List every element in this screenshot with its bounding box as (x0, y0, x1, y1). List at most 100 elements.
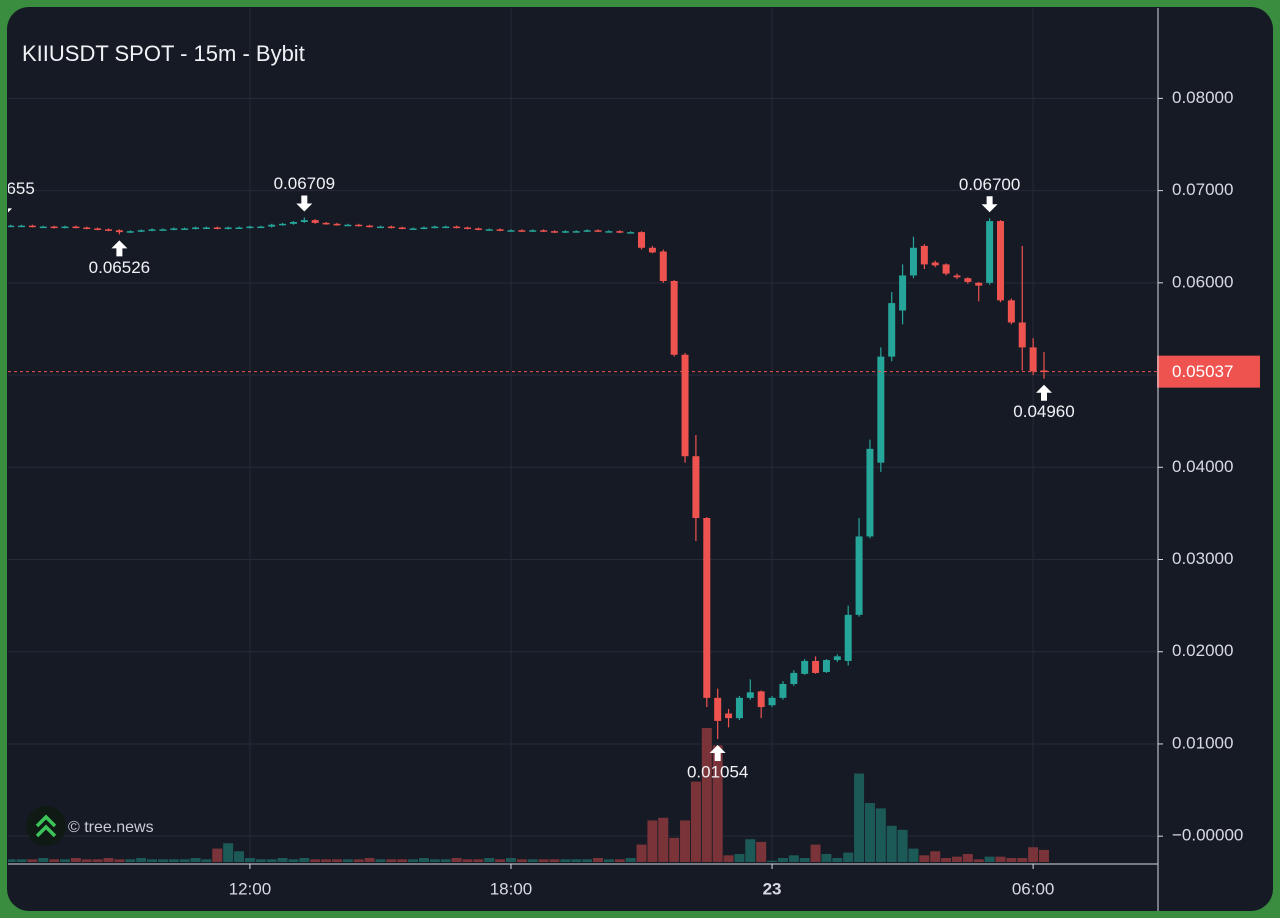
annotation-label: 0.06655 (0, 179, 35, 198)
volume-bar (179, 859, 190, 862)
volume-bar (125, 859, 136, 862)
candle-body (822, 660, 830, 673)
candle-body (540, 230, 548, 232)
volume-bar (886, 825, 897, 862)
candle-body (888, 303, 896, 357)
volume-bar (440, 859, 451, 862)
candle-body (899, 275, 907, 311)
annotation-arrow (1036, 384, 1053, 401)
volume-bar (516, 859, 527, 862)
candle-body (289, 221, 297, 224)
price-label-box (1157, 355, 1260, 388)
y-tick-label: 0.07000 (1172, 180, 1233, 199)
volume-bar (603, 859, 614, 862)
y-tick-label: 0.08000 (1172, 88, 1233, 107)
candle-body (126, 231, 134, 233)
volume-bar (1039, 849, 1050, 862)
volume-bar (147, 859, 158, 862)
volume-bar (408, 859, 419, 862)
candle-body (561, 231, 569, 233)
volume-bar (962, 853, 973, 862)
candle-body (213, 227, 221, 230)
candle-body (257, 226, 265, 229)
candle-body (986, 221, 994, 283)
candle-body (746, 692, 754, 698)
volume-bar (484, 857, 495, 862)
volume-bar (157, 859, 168, 862)
volume-bar (712, 745, 723, 862)
y-tick-label: 0.02000 (1172, 641, 1233, 660)
volume-bar (353, 859, 364, 862)
volume-bar (669, 837, 680, 862)
volume-bar (16, 859, 27, 862)
volume-bar (386, 859, 397, 862)
candle-body (159, 229, 167, 231)
chart-title: KIIUSDT SPOT - 15m - Bybit (22, 41, 305, 66)
candle-body (474, 228, 482, 230)
volume-bar (81, 859, 92, 862)
annotation: 0.06655 (0, 179, 35, 217)
candle-body (877, 356, 885, 463)
volume-bar (397, 859, 408, 862)
volume-bar (234, 851, 245, 862)
volume-bar (473, 859, 484, 862)
y-tick-label: 0.04000 (1172, 457, 1233, 476)
volume-bar (1017, 857, 1028, 862)
x-tick-label: 12:00 (229, 879, 272, 898)
candle-body (725, 713, 733, 719)
candle-body (703, 518, 711, 698)
volume-bar (821, 853, 832, 862)
watermark: © tree.news (68, 819, 154, 836)
logo-icon (35, 814, 57, 838)
volume-bar (734, 853, 745, 862)
volume-bar (625, 857, 636, 862)
volume-bar (919, 855, 930, 862)
candle-body (714, 697, 722, 721)
volume-bar (310, 859, 321, 862)
candle-body (202, 227, 210, 230)
volume-bar (951, 856, 962, 862)
annotation-label: 0.04960 (1013, 402, 1074, 421)
candle-body (387, 226, 395, 229)
annotation-arrow (296, 195, 313, 212)
annotation-arrow (8, 200, 13, 217)
volume-bar (756, 841, 767, 862)
y-tick-label: −0.00000 (1172, 826, 1243, 845)
candle-body (463, 227, 471, 230)
volume-bar (321, 859, 332, 862)
volume-bar (995, 856, 1006, 862)
volume-bar (875, 808, 886, 862)
volume-bar (745, 839, 756, 862)
annotation: 0.04960 (1013, 384, 1075, 421)
candle-body (279, 223, 287, 226)
candle-body (105, 229, 113, 231)
volume-bar (560, 859, 571, 862)
volume-bar (723, 855, 734, 862)
volume-bar (843, 852, 854, 862)
candle-body (953, 275, 961, 278)
annotation: 0.06709 (274, 174, 335, 212)
volume-bar (647, 820, 658, 862)
volume-bar (38, 857, 49, 862)
volume-bar (103, 857, 114, 862)
volume-bar (201, 859, 212, 862)
volume-bar (908, 848, 919, 862)
volume-bar (680, 820, 691, 862)
volume-bar (462, 859, 473, 862)
candle-body (518, 230, 526, 232)
annotation-arrow (981, 196, 998, 213)
candle-body (507, 230, 515, 232)
volume-bar (92, 859, 103, 862)
volume-bar (864, 803, 875, 862)
volume-bar (832, 857, 843, 862)
volume-bar (8, 859, 16, 862)
candle-body (1029, 347, 1037, 372)
candle-body (812, 660, 820, 673)
candle-body (344, 224, 352, 227)
candle-body (942, 264, 950, 274)
volume-bar (658, 817, 669, 862)
candle-body (931, 262, 939, 266)
candle-body (801, 660, 809, 674)
candle-body (8, 225, 15, 228)
volume-bar (897, 829, 908, 862)
